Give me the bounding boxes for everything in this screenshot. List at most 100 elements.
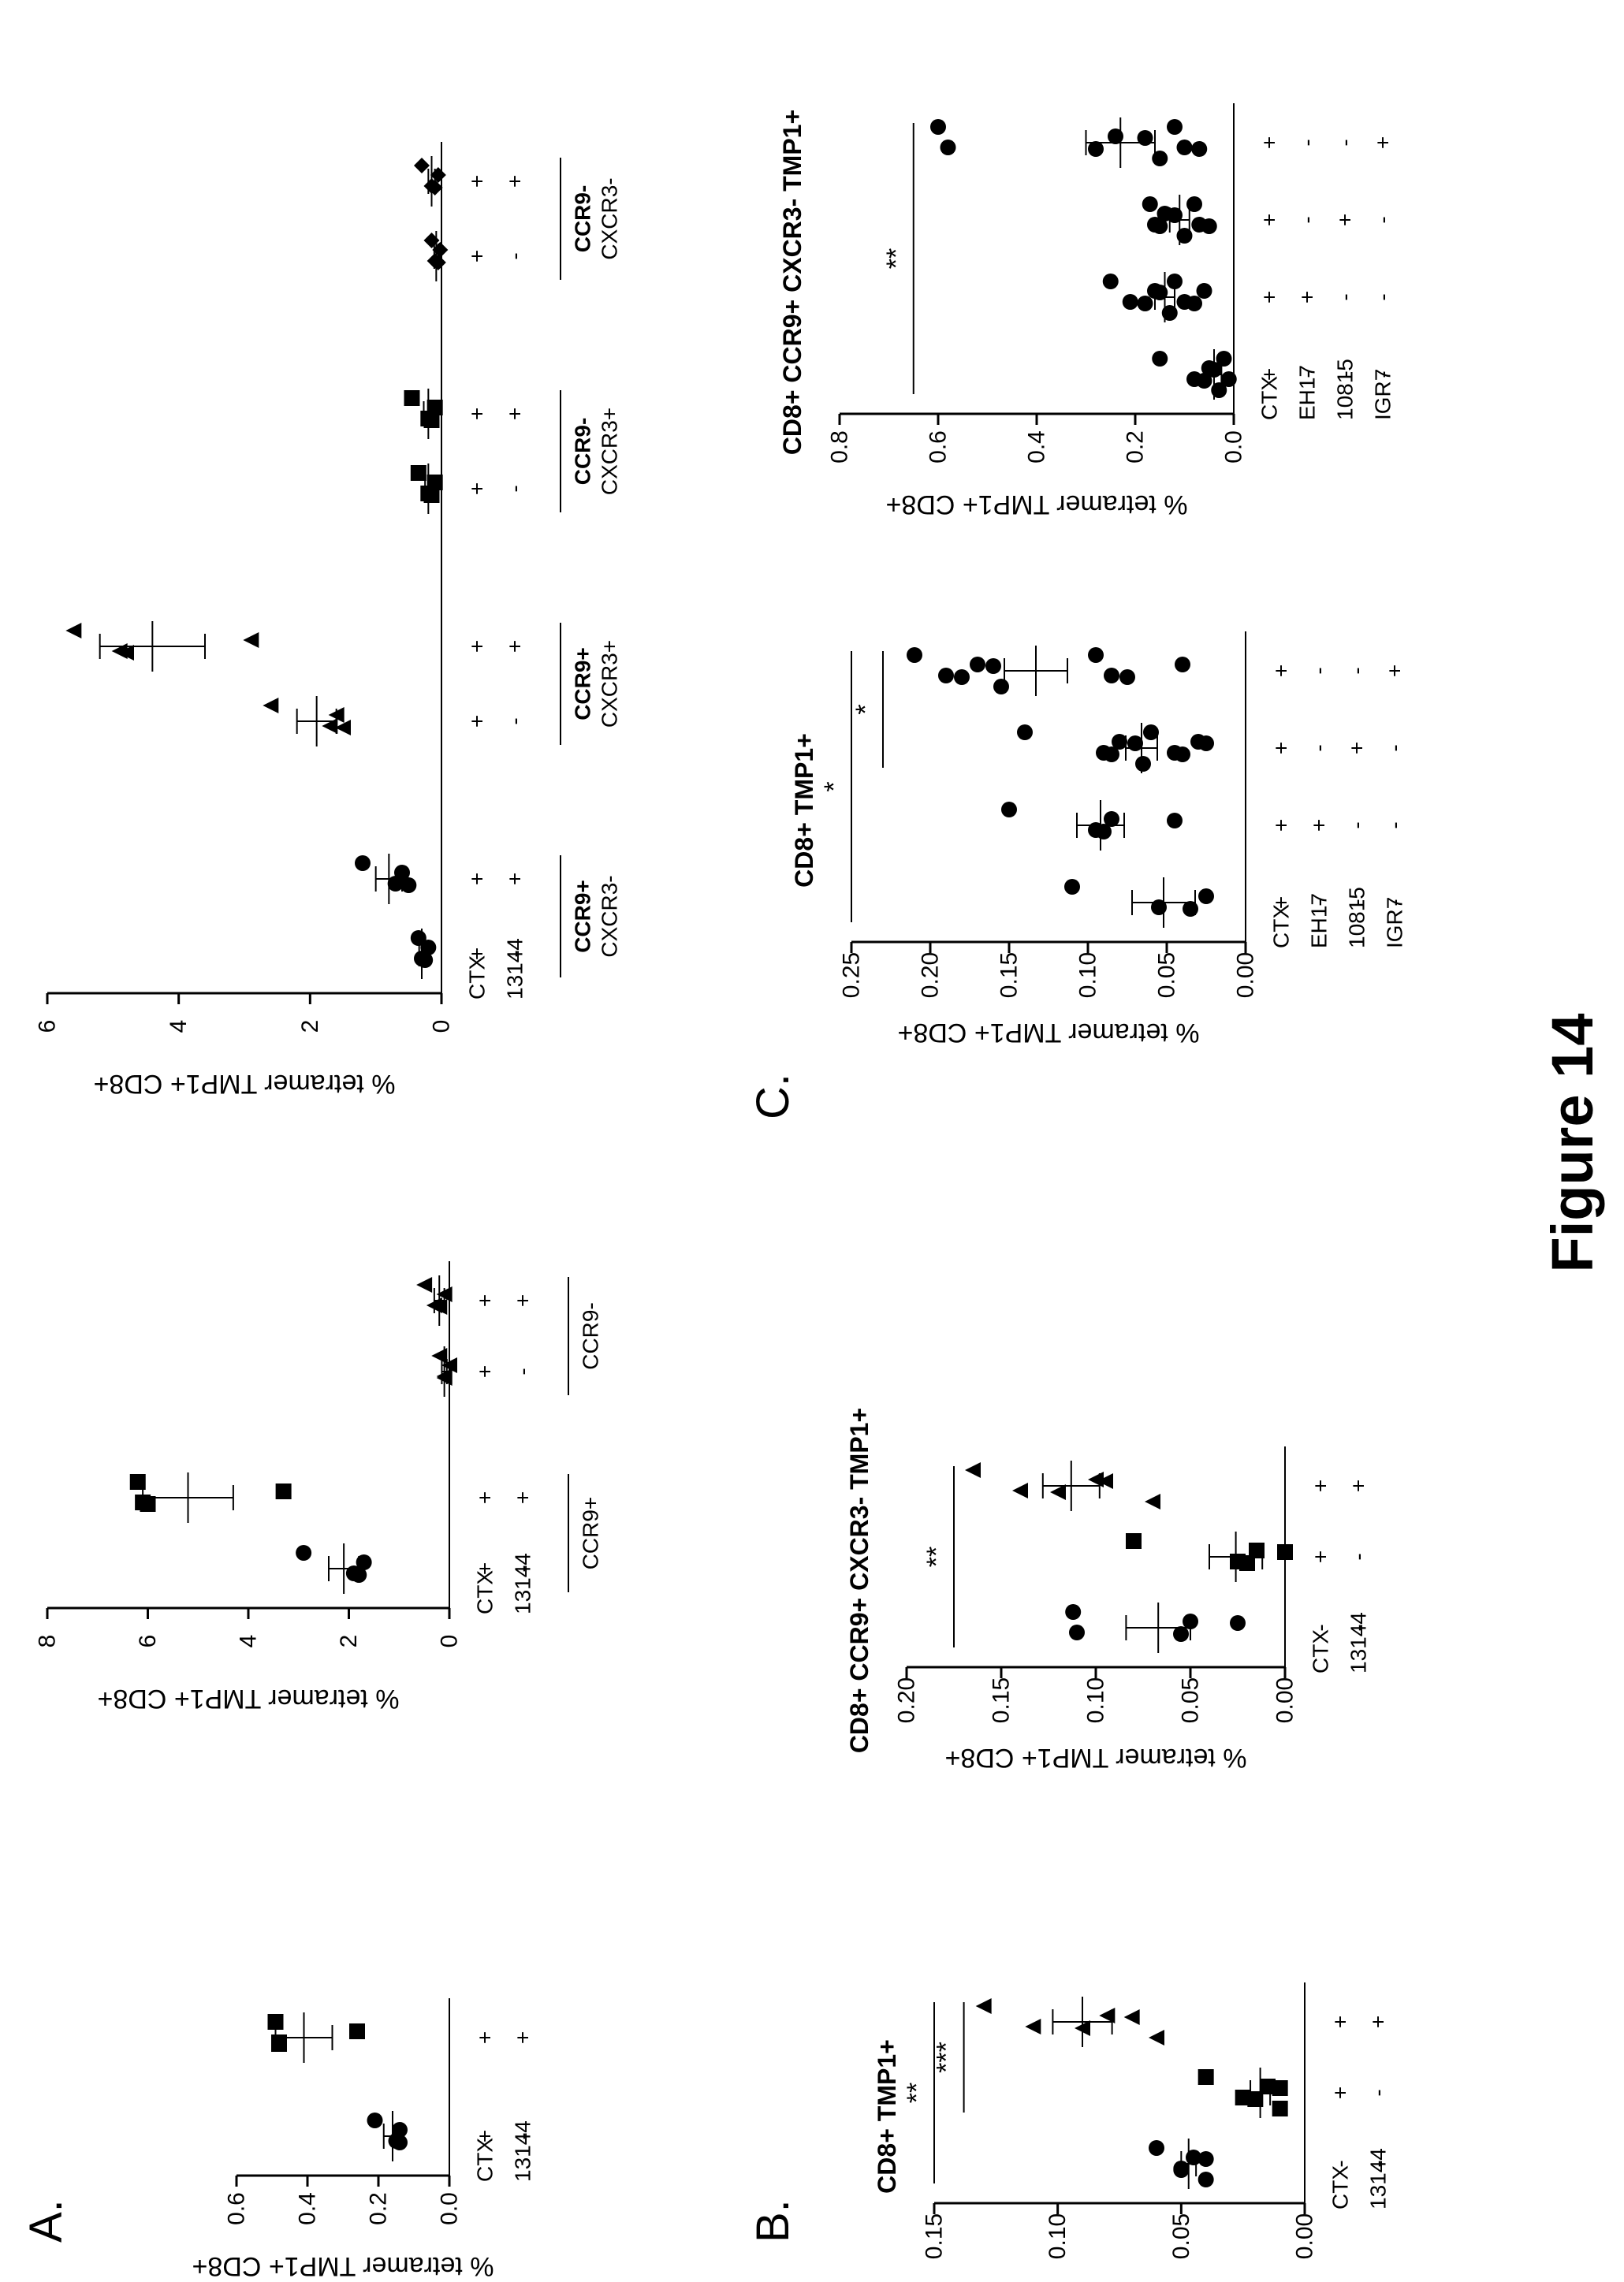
data-point: [275, 1483, 292, 1499]
y-tick-label-wrap: 0.15: [989, 1677, 1015, 1723]
series-3: [930, 117, 1208, 168]
row-label-wrap: EH17: [1295, 365, 1320, 420]
group-label-wrap: CCR9-: [571, 185, 595, 253]
condition-symbol-wrap: +: [1269, 819, 1294, 832]
data-point: [400, 877, 417, 893]
condition-symbol: +: [465, 715, 490, 728]
data-point: [1149, 2030, 1164, 2046]
y-tick-label-wrap: 8: [35, 1635, 61, 1648]
condition-symbol: -: [1295, 139, 1320, 146]
data-point: [1260, 2079, 1276, 2094]
data-point: [426, 400, 443, 415]
group-label-wrap: CCR9+: [571, 880, 595, 953]
y-tick-label-wrap: 0.25: [839, 952, 865, 998]
y-tick-label: 0.00: [1233, 952, 1259, 998]
data-point: [965, 1462, 981, 1478]
y-tick-label: 6: [35, 1020, 61, 1033]
data-point: [970, 657, 985, 672]
series-2: [1017, 723, 1214, 773]
row-label-wrap: IGR7: [1383, 897, 1407, 948]
series-0: [1149, 2139, 1214, 2189]
group-label: CCR9+: [571, 647, 595, 720]
data-point: [392, 2122, 408, 2138]
row-label: CTX: [1309, 1629, 1333, 1673]
data-point: [65, 623, 82, 638]
condition-symbol: +: [1307, 819, 1332, 832]
condition-symbol-wrap: +: [473, 1365, 497, 1378]
data-point: [1088, 647, 1104, 663]
condition-symbol-wrap: +: [503, 408, 527, 420]
data-point: [392, 2135, 408, 2150]
data-point: [1135, 756, 1151, 772]
panel-label-b-wrap: B.: [747, 2199, 799, 2243]
data-point: [1152, 151, 1168, 166]
condition-symbol: -: [1345, 667, 1369, 674]
data-point: [1064, 879, 1080, 895]
condition-symbol-wrap: -: [503, 252, 527, 259]
chart-a3: 0 2 4 6 % tetramer TMP1+ CD8+ CTX 13144 + - + + + - +…: [35, 142, 622, 1099]
data-point: [1149, 2140, 1164, 2156]
condition-symbol: +: [473, 1491, 497, 1504]
y-tick-label-wrap: 0.6: [926, 430, 952, 463]
condition-symbol-wrap: -: [1347, 1624, 1371, 1631]
chart-b2: 0.00 0.05 0.10 0.15 0.20 % tetramer TMP1+ CD8…: [845, 1408, 1371, 1773]
significance-label: ***: [932, 2042, 962, 2073]
condition-symbol: -: [1328, 2160, 1353, 2167]
condition-symbol: -: [1371, 293, 1395, 300]
y-tick-label-wrap: 0.05: [1178, 1677, 1204, 1723]
y-tick-label: 0.10: [1045, 2213, 1071, 2259]
condition-symbol-wrap: -: [1295, 139, 1320, 146]
condition-symbol-wrap: +: [1366, 2016, 1391, 2028]
y-axis-title-wrap: % tetramer TMP1+ CD8+: [94, 1069, 396, 1099]
data-point: [1186, 196, 1202, 212]
series-3: [907, 646, 1190, 696]
row-label-wrap: 13144: [511, 2120, 535, 2182]
y-tick-label-wrap: 0.0: [437, 2192, 463, 2225]
row-label: IGR7: [1383, 897, 1407, 948]
data-point: [938, 668, 954, 683]
group-label-2: CXCR3+: [598, 408, 622, 495]
group-label-2: CXCR3-: [598, 177, 622, 259]
condition-symbol: +: [1269, 896, 1294, 909]
condition-symbol-wrap: -: [1333, 293, 1358, 300]
data-point: [129, 1474, 146, 1490]
condition-symbol: -: [1295, 216, 1320, 223]
y-tick-label-wrap: 0.20: [918, 952, 944, 998]
condition-symbol-wrap: -: [1371, 293, 1395, 300]
condition-symbol: +: [1333, 214, 1358, 226]
data-point: [1196, 283, 1212, 299]
significance-label-wrap: *: [851, 704, 881, 714]
y-tick-label: 0.10: [1083, 1677, 1109, 1723]
condition-symbol: -: [1345, 899, 1369, 906]
condition-symbol: +: [511, 1294, 535, 1307]
data-point: [1097, 1473, 1113, 1489]
data-point: [1186, 2150, 1201, 2165]
significance-label-wrap: **: [881, 248, 911, 269]
group-label-2-wrap: CXCR3+: [598, 640, 622, 728]
y-tick-label-wrap: 0.8: [827, 430, 853, 463]
condition-symbol-wrap: +: [473, 1562, 497, 1575]
panel-label-a-wrap: A.: [20, 2199, 72, 2243]
condition-symbol-wrap: -: [1371, 216, 1395, 223]
series-2: [263, 696, 351, 746]
y-tick-label-wrap: 4: [236, 1635, 262, 1648]
row-label-wrap: 13144: [1366, 2148, 1391, 2209]
y-tick-label-wrap: 0.10: [1075, 952, 1101, 998]
y-tick-label: 0: [429, 1020, 455, 1033]
data-point: [1249, 1543, 1265, 1558]
condition-symbol: +: [473, 2130, 497, 2142]
row-label-wrap: CTX: [1328, 2165, 1353, 2209]
y-tick-label: 0.20: [918, 952, 944, 998]
figure-label: Figure 14: [1540, 1014, 1605, 1273]
y-axis-title-wrap: % tetramer TMP1+ CD8+: [969, 2279, 1271, 2282]
condition-symbol: +: [503, 175, 527, 188]
data-point: [993, 679, 1009, 694]
data-point: [930, 119, 946, 135]
row-label: CTX: [1328, 2165, 1353, 2209]
row-label: 13144: [1347, 1612, 1371, 1673]
panel-label-a: A.: [20, 2199, 72, 2243]
series-0: [1064, 877, 1214, 928]
chart-title: CD8+ CCR9+ CXCR3- TMP1+: [778, 110, 806, 455]
condition-symbol: -: [511, 1368, 535, 1375]
significance-label-wrap: *: [819, 781, 849, 791]
